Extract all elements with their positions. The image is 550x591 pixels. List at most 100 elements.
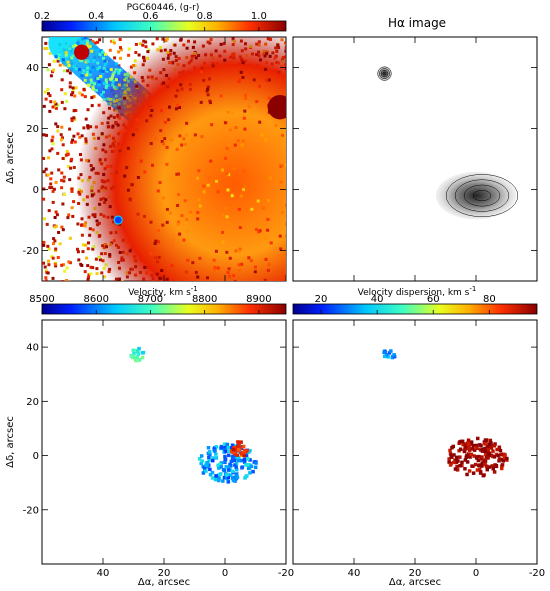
map-pixel bbox=[230, 469, 235, 473]
galaxy-pixel bbox=[179, 83, 183, 87]
map-pixel bbox=[484, 438, 489, 442]
noise-pixel bbox=[52, 59, 56, 63]
band-pixel bbox=[102, 81, 106, 85]
map-pixel bbox=[218, 462, 222, 467]
map-pixel bbox=[199, 454, 204, 458]
galaxy-pixel bbox=[310, 293, 313, 296]
noise-pixel bbox=[47, 247, 51, 251]
galaxy-pixel bbox=[273, 56, 277, 60]
galaxy-pixel bbox=[166, 56, 170, 60]
galaxy-pixel bbox=[226, 188, 230, 192]
galaxy-pixel bbox=[212, 258, 216, 262]
noise-pixel bbox=[95, 267, 99, 271]
galaxy-pixel bbox=[160, 136, 164, 140]
map-pixel bbox=[217, 478, 221, 483]
halpha-contour bbox=[382, 71, 387, 76]
noise-pixel bbox=[47, 63, 51, 67]
band-pixel bbox=[86, 39, 90, 43]
galaxy-pixel bbox=[175, 172, 179, 176]
noise-pixel bbox=[54, 210, 58, 214]
galaxy-pixel bbox=[185, 46, 189, 50]
galaxy-pixel bbox=[115, 170, 118, 174]
noise-pixel bbox=[78, 135, 82, 139]
galaxy-pixel bbox=[285, 234, 286, 238]
band-pixel bbox=[86, 59, 90, 63]
galaxy-pixel bbox=[118, 149, 122, 153]
y-tick-label: -20 bbox=[23, 246, 39, 257]
map-pixel bbox=[448, 452, 453, 456]
noise-pixel bbox=[62, 192, 66, 196]
map-pixel bbox=[217, 466, 221, 470]
galaxy-pixel bbox=[255, 53, 259, 57]
panel3-ticks: 40 20 0 -20 40 20 0 -20 bbox=[23, 320, 294, 579]
galaxy-pixel bbox=[112, 185, 115, 189]
galaxy-pixel bbox=[149, 252, 153, 255]
noise-pixel bbox=[52, 68, 55, 72]
galaxy-pixel bbox=[154, 256, 158, 260]
band-pixel bbox=[104, 62, 108, 66]
galaxy-pixel bbox=[125, 166, 129, 170]
map-pixel bbox=[473, 462, 478, 467]
galaxy-pixel bbox=[221, 240, 225, 244]
galaxy-pixel bbox=[281, 56, 285, 59]
map-pixel bbox=[217, 476, 221, 480]
noise-pixel bbox=[65, 266, 69, 270]
colorbar-tick-label: 8700 bbox=[138, 294, 163, 305]
galaxy-pixel bbox=[264, 67, 268, 71]
galaxy-pixel bbox=[182, 137, 186, 141]
map-pixel bbox=[483, 452, 488, 456]
galaxy-pixel bbox=[158, 181, 162, 185]
noise-pixel bbox=[42, 243, 46, 247]
galaxy-pixel bbox=[177, 193, 181, 197]
noise-pixel bbox=[67, 260, 71, 264]
galaxy-pixel bbox=[148, 284, 151, 287]
noise-pixel bbox=[56, 125, 60, 129]
galaxy-pixel bbox=[193, 133, 197, 137]
noise-pixel bbox=[71, 138, 75, 142]
galaxy-pixel bbox=[208, 99, 212, 103]
noise-pixel bbox=[91, 40, 95, 44]
galaxy-pixel bbox=[185, 218, 189, 221]
map-pixel bbox=[202, 466, 207, 470]
noise-pixel bbox=[56, 103, 60, 107]
noise-pixel bbox=[56, 129, 60, 133]
map-pixel bbox=[234, 473, 238, 478]
galaxy-pixel bbox=[284, 163, 286, 167]
map-pixel bbox=[200, 459, 204, 463]
noise-pixel bbox=[44, 41, 48, 45]
noise-pixel bbox=[76, 132, 80, 136]
galaxy-pixel bbox=[232, 56, 236, 60]
noise-pixel bbox=[49, 74, 53, 78]
galaxy-pixel bbox=[221, 230, 224, 234]
galaxy-pixel bbox=[230, 194, 234, 198]
map-pixel bbox=[458, 464, 462, 468]
panel4-colorbar-ticks: 20 40 60 80 bbox=[315, 294, 496, 314]
map-pixel bbox=[208, 472, 213, 477]
map-pixel bbox=[481, 449, 485, 453]
noise-pixel bbox=[134, 42, 138, 46]
band-pixel bbox=[104, 80, 108, 84]
galaxy-pixel bbox=[136, 176, 140, 179]
noise-pixel bbox=[68, 81, 72, 85]
galaxy-pixel bbox=[230, 111, 234, 114]
band-pixel bbox=[102, 90, 105, 94]
galaxy-pixel bbox=[263, 290, 266, 293]
map-pixel bbox=[502, 455, 507, 460]
map-pixel bbox=[461, 442, 465, 447]
noise-pixel bbox=[71, 88, 75, 92]
galaxy-pixel bbox=[146, 284, 149, 287]
map-pixel bbox=[140, 355, 145, 360]
galaxy-pixel bbox=[171, 239, 175, 243]
y-tick-label: 0 bbox=[33, 451, 39, 462]
noise-pixel bbox=[52, 187, 56, 191]
noise-pixel bbox=[80, 93, 84, 97]
noise-pixel bbox=[80, 134, 84, 138]
noise-pixel bbox=[137, 53, 141, 57]
x-tick-label: 20 bbox=[158, 568, 171, 579]
noise-pixel bbox=[46, 244, 50, 248]
galaxy-pixel bbox=[249, 259, 253, 263]
map-pixel bbox=[226, 465, 231, 469]
map-pixel bbox=[479, 444, 483, 448]
galaxy-pixel bbox=[202, 78, 206, 82]
galaxy-pixel bbox=[165, 220, 169, 224]
